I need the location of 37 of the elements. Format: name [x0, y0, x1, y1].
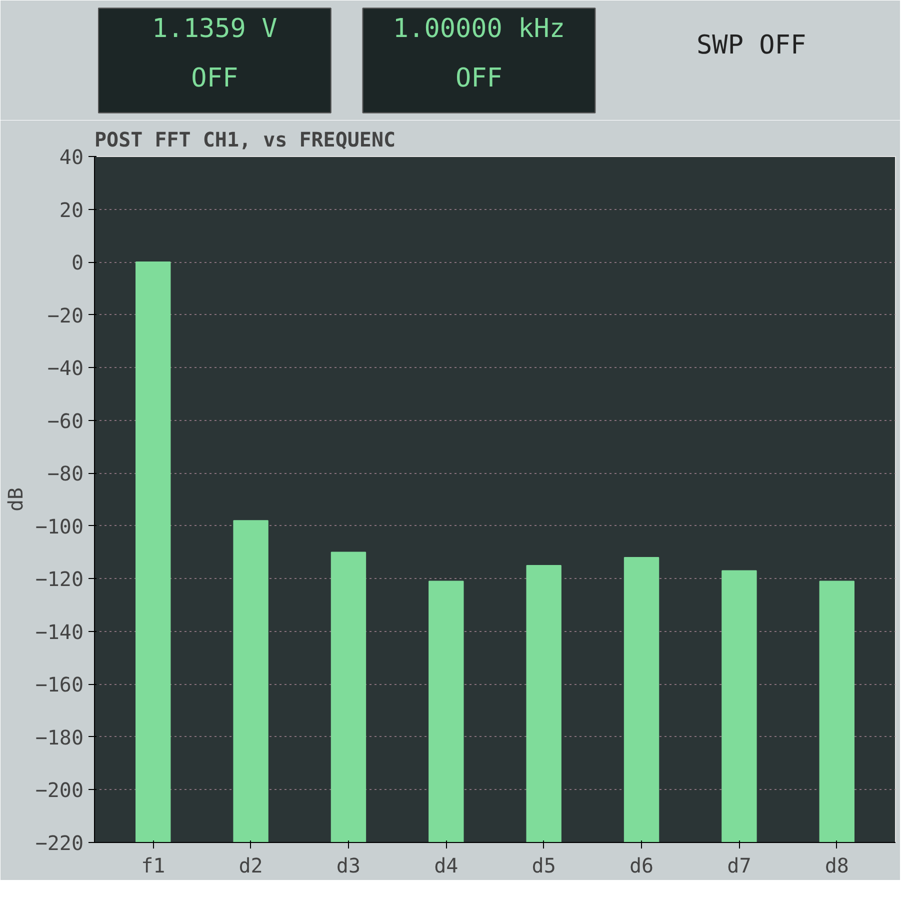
text: OFF [191, 64, 238, 94]
y-axis-title: dB [3, 487, 28, 512]
y-tick-label: 40 [59, 145, 84, 169]
bar [819, 580, 854, 842]
x-tick-label: d8 [824, 854, 849, 878]
y-tick-label: −80 [47, 462, 84, 486]
y-tick-label: −60 [47, 408, 84, 433]
y-tick-label: −120 [35, 567, 84, 592]
x-tick-label: d6 [629, 854, 654, 878]
bar [330, 552, 366, 842]
bar [428, 580, 464, 842]
text: OFF [456, 64, 502, 94]
y-tick-label: −200 [35, 778, 84, 802]
x-tick-label: d3 [336, 854, 361, 878]
y-tick-label: −40 [47, 356, 84, 380]
text: SWP OFF [696, 30, 806, 60]
chart-title: POST FFT CH1, vs FREQUENC [94, 128, 396, 152]
y-tick-label: −220 [35, 831, 84, 855]
y-tick-label: −20 [47, 303, 84, 328]
y-tick-label: 20 [59, 198, 84, 222]
y-tick-label: −140 [35, 620, 84, 644]
bar [624, 557, 660, 842]
y-tick-label: −100 [35, 514, 84, 538]
x-tick-label: d2 [238, 854, 263, 878]
y-tick-label: −160 [35, 672, 84, 697]
text: 1.1359 V [152, 14, 278, 44]
x-tick-label: d7 [727, 854, 752, 878]
bar [722, 570, 757, 842]
x-tick-label: d5 [532, 854, 556, 878]
y-tick-label: 0 [71, 250, 84, 275]
bar [526, 564, 562, 842]
bar [136, 262, 171, 842]
bar [233, 520, 268, 842]
text: 1.00000 kHz [392, 14, 566, 44]
x-tick-label: d4 [434, 854, 458, 878]
x-tick-label: f1 [141, 854, 166, 878]
y-tick-label: −180 [35, 725, 84, 750]
